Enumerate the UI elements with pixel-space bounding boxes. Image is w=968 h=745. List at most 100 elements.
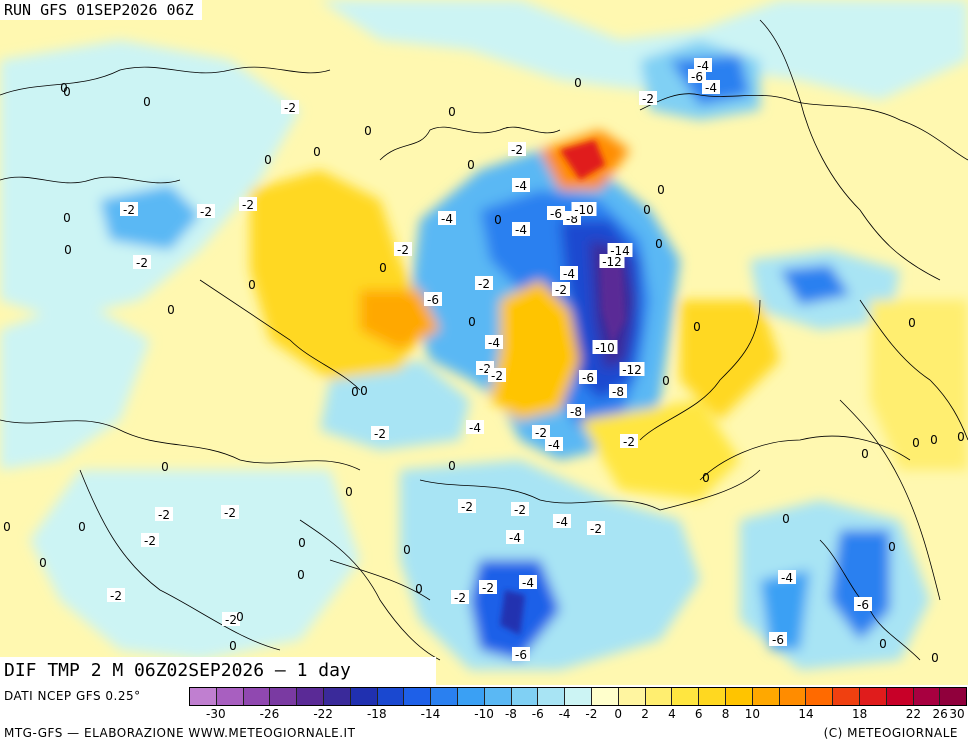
legend-swatch: [511, 688, 539, 705]
contour-label-bg: [371, 426, 389, 440]
contour-label: -4: [469, 421, 481, 435]
contour-label: -2: [242, 198, 254, 212]
contour-label: 0: [494, 213, 502, 227]
contour-label: 0: [448, 459, 456, 473]
contour-label-bg: [197, 204, 215, 218]
data-source: DATI NCEP GFS 0.25°: [4, 689, 141, 703]
legend-tick-label: -18: [366, 707, 387, 721]
contour-label-bg: [854, 597, 872, 611]
legend-tick-label: -30: [206, 707, 226, 721]
contour-label: 0: [415, 582, 423, 596]
contour-label: -4: [488, 336, 500, 350]
contour-label-bg: [553, 514, 571, 528]
contour-label-bg: [511, 502, 529, 516]
contour-label: -2: [224, 506, 236, 520]
contour-label-bg: [532, 425, 550, 439]
contour-label-bg: [560, 266, 578, 280]
contour-label: -2: [123, 203, 135, 217]
contour-label: 0: [161, 460, 169, 474]
contour-label: -6: [550, 207, 562, 221]
contour-label: -4: [515, 223, 527, 237]
legend-tick-label: 26: [932, 707, 948, 721]
contour-label: -2: [397, 243, 409, 257]
contour-label: 0: [297, 568, 305, 582]
legend-tick-label: -8: [504, 707, 517, 721]
contour-label: -2: [200, 205, 212, 219]
legend-tick-label: -6: [531, 707, 544, 721]
contour-label: -6: [427, 293, 439, 307]
contour-label: -6: [515, 648, 527, 662]
contour-label: 0: [468, 315, 476, 329]
legend-swatch: [538, 688, 566, 705]
contour-label: 0: [643, 203, 651, 217]
contour-label: 0: [248, 278, 256, 292]
contour-label: -2: [511, 143, 523, 157]
contour-label: 0: [345, 485, 353, 499]
contour-label: 0: [60, 81, 68, 95]
contour-label-bg: [545, 437, 563, 451]
contour-label-bg: [222, 612, 240, 626]
contour-label: 0: [3, 520, 11, 534]
contour-label: -2: [642, 92, 654, 106]
contour-label: -12: [622, 363, 642, 377]
contour-label-bg: [239, 197, 257, 211]
legend-tick-label: 22: [905, 707, 921, 721]
legend-swatch: [591, 688, 619, 705]
contour-label: -4: [522, 576, 534, 590]
contour-label-bg: [639, 91, 657, 105]
contour-label: 0: [264, 153, 272, 167]
legend-swatch: [806, 688, 834, 705]
legend-tick-label: -22: [313, 707, 333, 721]
contour-label: -8: [570, 405, 582, 419]
legend-tick-label: -10: [474, 707, 494, 721]
coastlines: [0, 19, 968, 661]
contour-label-bg: [702, 80, 720, 94]
legend-tick-label: 2: [641, 707, 649, 721]
contour-label-bg: [107, 588, 125, 602]
legend-swatch: [270, 688, 298, 705]
contour-label: -2: [623, 435, 635, 449]
contour-label: 0: [912, 436, 920, 450]
legend-swatch: [913, 688, 941, 705]
legend-tick-label: 6: [694, 707, 703, 721]
contour-label-bg: [547, 206, 565, 220]
legend-swatch: [190, 688, 217, 705]
color-legend-ticks: -30 -26 -22 -18 -14 -10 -8 -6 -4 -2 0 2 4 6 8 10 14 18 22 2…: [189, 707, 967, 723]
contour-label-bg: [475, 276, 493, 290]
legend-swatch: [484, 688, 512, 705]
contour-label-bg: [133, 255, 151, 269]
contour-label-bg: [694, 58, 712, 72]
contour-label: 0: [78, 520, 86, 534]
contour-label-bg: [607, 243, 633, 257]
contour-label-bg: [458, 499, 476, 513]
contour-label: 0: [879, 637, 887, 651]
legend-swatch: [833, 688, 860, 705]
legend-swatch: [672, 688, 700, 705]
legend-swatch: [565, 688, 592, 705]
contour-label: 0: [39, 556, 47, 570]
map-title: DIF TMP 2 M 06Z02SEP2026 — 1 day: [0, 657, 436, 685]
contour-label: 0: [448, 105, 456, 119]
contour-label-bg: [438, 211, 456, 225]
contour-label: 0: [930, 433, 938, 447]
contour-label: 0: [702, 471, 710, 485]
contour-label-bg: [587, 521, 605, 535]
contour-label: -2: [158, 508, 170, 522]
contour-label: 0: [360, 384, 368, 398]
legend-tick-label: 18: [852, 707, 868, 721]
legend-swatch: [779, 688, 807, 705]
contour-label: -4: [509, 531, 521, 545]
contour-label: 0: [861, 447, 869, 461]
contour-label-bg: [488, 368, 506, 382]
legend-swatch: [645, 688, 673, 705]
contour-label: -2: [225, 613, 237, 627]
contour-label: 0: [298, 536, 306, 550]
contour-label: -14: [610, 244, 630, 258]
contour-label: 0: [167, 303, 175, 317]
legend-swatch: [431, 688, 458, 705]
contour-label-bg: [281, 100, 299, 114]
contour-label-bg: [609, 384, 627, 398]
contour-label-bg: [512, 178, 530, 192]
contour-label-bg: [451, 590, 469, 604]
